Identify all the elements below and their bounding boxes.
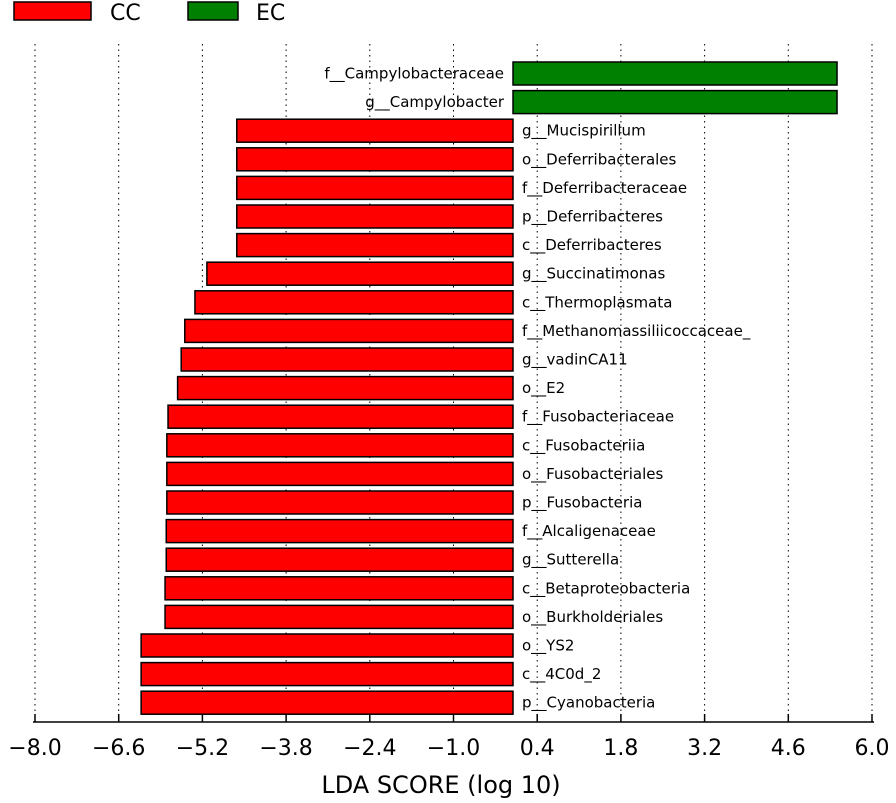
bars <box>140 61 838 715</box>
bar-o-burkholderiales <box>164 604 514 630</box>
bar-label: c__Thermoplasmata <box>522 293 672 312</box>
x-tick-label: 3.2 <box>687 736 722 761</box>
bar-label: c__Betaproteobacteria <box>522 579 690 598</box>
bar-c-deferribacteres <box>236 232 514 258</box>
bar-o-fusobacteriales <box>166 461 514 487</box>
bar-label: c__Fusobacteriia <box>522 436 645 455</box>
x-tick-label: −5.2 <box>176 736 229 761</box>
bar-f-campylobacteraceae <box>512 61 838 86</box>
legend: CC EC <box>13 1 285 26</box>
bar-label: p__Fusobacteria <box>522 494 642 513</box>
bar-g-campylobacter <box>512 89 838 115</box>
bar-label: c__4C0d_2 <box>522 665 601 684</box>
bar-label: c__Deferribacteres <box>522 236 662 255</box>
x-tick-label: 6.0 <box>855 736 890 761</box>
bar-label: o__E2 <box>522 379 565 398</box>
bar-c-thermoplasmata <box>194 290 514 315</box>
bar-label: g__vadinCA11 <box>522 351 628 370</box>
legend-label-ec: EC <box>256 1 285 26</box>
bar-label: o__YS2 <box>522 637 574 656</box>
bar-labels: f__Campylobacteraceae g__Campylobacter g__… <box>324 65 750 713</box>
bar-g-succinatimonas <box>206 261 514 286</box>
bar-o-ys2 <box>140 633 514 658</box>
bar-label: f__Campylobacteraceae <box>324 65 504 84</box>
bar-g-vadinca11 <box>180 347 514 372</box>
x-tick-label: 0.4 <box>520 736 555 761</box>
bar-c-betaproteobacteria <box>164 576 514 601</box>
x-tick-label: −1.0 <box>427 736 480 761</box>
bar-label: o__Fusobacteriales <box>522 465 663 484</box>
bar-label: f__Fusobacteriaceae <box>522 408 674 427</box>
bar-c-4c0d-2 <box>140 661 514 687</box>
bar-label: p__Cyanobacteria <box>522 694 655 713</box>
x-axis: −8.0 −6.6 −5.2 −3.8 −2.4 −1.0 0.4 1.8 3.2 4.6 6.0 <box>8 714 890 761</box>
x-tick-label: 1.8 <box>603 736 638 761</box>
bar-label: o__Deferribacterales <box>522 150 677 169</box>
bar-g-mucispirillum <box>236 118 514 143</box>
bar-label: g__Sutterella <box>522 551 619 570</box>
legend-swatch-cc <box>13 1 92 21</box>
bar-f-fusobacteriaceae <box>167 404 514 429</box>
x-tick-label: 4.6 <box>771 736 806 761</box>
x-tick-label: −6.6 <box>92 736 145 761</box>
bar-label: f__Alcaligenaceae <box>522 522 656 541</box>
bar-f-deferribacteraceae <box>236 175 514 201</box>
bar-label: o__Burkholderiales <box>522 608 663 627</box>
bar-label: g__Mucispirillum <box>522 122 646 141</box>
bar-f-methanomassiliicoccaceae <box>184 318 514 344</box>
legend-label-cc: CC <box>110 1 141 26</box>
bar-p-fusobacteria <box>166 490 514 515</box>
legend-swatch-ec <box>187 1 239 21</box>
x-tick-label: −8.0 <box>8 736 61 761</box>
bar-o-deferribacterales <box>236 147 514 172</box>
bar-label: f__Methanomassiliicoccaceae_ <box>522 322 751 341</box>
bar-o-e2 <box>176 375 514 401</box>
bar-f-alcaligenaceae <box>165 518 514 544</box>
bar-g-sutterella <box>165 547 514 572</box>
bar-p-deferribacteres <box>236 204 514 229</box>
bar-p-cyanobacteria <box>140 690 514 715</box>
x-tick-label: −3.8 <box>259 736 312 761</box>
x-tick-label: −2.4 <box>343 736 396 761</box>
bar-c-fusobacteriia <box>166 433 514 458</box>
bar-label: f__Deferribacteraceae <box>522 179 687 198</box>
x-axis-title: LDA SCORE (log 10) <box>321 771 560 799</box>
bar-label: g__Campylobacter <box>365 93 505 112</box>
bar-label: g__Succinatimonas <box>522 265 665 284</box>
bar-label: p__Deferribacteres <box>522 208 663 227</box>
